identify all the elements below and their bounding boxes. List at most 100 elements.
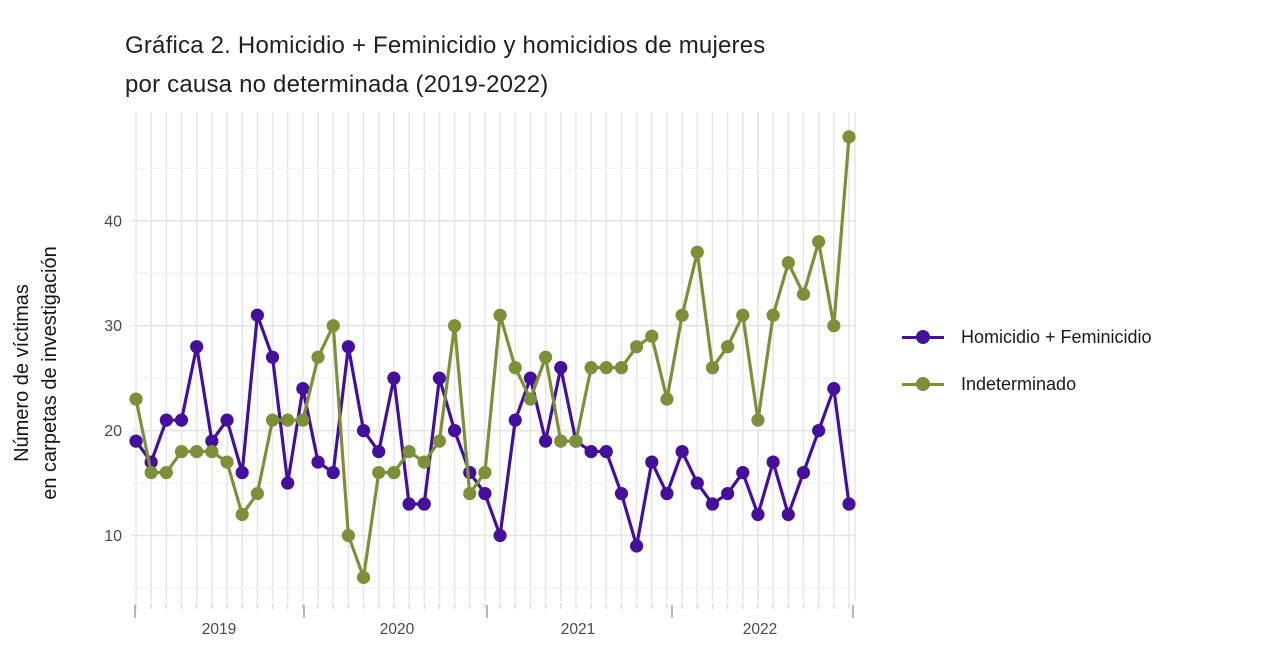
y-tick-label: 40 [104, 213, 122, 230]
legend-dot-swatch [916, 377, 930, 391]
data-point [493, 528, 507, 543]
y-axis-label: Número de víctimas en carpetas de invest… [8, 213, 66, 533]
data-point [614, 486, 629, 501]
data-point [675, 444, 689, 459]
data-point [174, 413, 189, 427]
data-point [781, 507, 795, 522]
y-axis-label-line2: en carpetas de investigación [39, 246, 61, 500]
data-point [751, 507, 765, 522]
data-point [751, 413, 765, 427]
data-point [630, 340, 644, 354]
data-point [159, 413, 173, 427]
legend-item-indeterminado: Indeterminado [902, 369, 1152, 399]
data-point [796, 287, 811, 301]
data-point [356, 570, 371, 585]
legend-item-homicidio: Homicidio + Feminicidio [902, 322, 1152, 352]
data-point [523, 392, 538, 406]
data-point [736, 465, 750, 480]
data-point [129, 392, 143, 406]
data-point [705, 497, 720, 511]
data-point [478, 465, 492, 480]
chart-title-line1: Gráfica 2. Homicidio + Feminicidio y hom… [125, 32, 766, 59]
data-point [508, 413, 522, 427]
data-point [174, 444, 189, 459]
data-point [523, 371, 538, 385]
x-year-label: 2020 [380, 621, 415, 638]
data-point [721, 340, 735, 354]
legend-line-dot-icon [902, 377, 944, 391]
legend-line-dot-icon [902, 330, 944, 344]
data-point [645, 329, 659, 343]
data-point [205, 444, 219, 459]
chart-legend: Homicidio + Feminicidio Indeterminado [902, 322, 1152, 416]
data-point [311, 350, 325, 364]
data-point [842, 497, 856, 511]
data-point [372, 444, 386, 459]
data-point [372, 465, 386, 480]
chart-title-line2: por causa no determinada (2019-2022) [125, 71, 549, 98]
data-point [356, 424, 371, 438]
data-point [281, 413, 295, 427]
data-point [614, 361, 629, 375]
x-year-label: 2019 [202, 621, 236, 638]
data-point [842, 130, 856, 144]
y-tick-label: 20 [104, 423, 122, 440]
data-point [296, 382, 310, 396]
data-point [827, 319, 841, 333]
data-point [190, 444, 204, 459]
y-axis-label-line1: Número de víctimas [11, 284, 33, 462]
data-point [660, 392, 674, 406]
data-point [493, 308, 507, 322]
data-point [584, 361, 598, 375]
data-point [645, 455, 659, 469]
data-point [159, 465, 173, 480]
data-point [796, 465, 811, 480]
data-point [402, 497, 416, 511]
data-point [675, 308, 689, 322]
data-point [690, 245, 704, 259]
data-point [220, 455, 234, 469]
data-point [721, 486, 735, 501]
data-point [235, 507, 249, 522]
data-point [599, 361, 613, 375]
chart-title: Gráfica 2. Homicidio + Feminicidio y hom… [125, 26, 766, 104]
data-point [326, 319, 340, 333]
data-point [250, 308, 264, 322]
data-point [554, 361, 568, 375]
data-point [417, 497, 431, 511]
data-point [705, 361, 720, 375]
legend-dot-swatch [916, 330, 930, 344]
data-point [447, 424, 462, 438]
data-point [599, 444, 613, 459]
data-point [508, 361, 522, 375]
y-tick-label: 30 [104, 318, 122, 335]
data-point [220, 413, 234, 427]
data-point [766, 455, 780, 469]
data-point [265, 350, 280, 364]
data-point [766, 308, 780, 322]
data-point [205, 434, 219, 448]
data-point [387, 371, 401, 385]
x-year-label: 2022 [743, 621, 777, 638]
data-point [265, 413, 280, 427]
data-point [812, 424, 826, 438]
data-point [341, 340, 355, 354]
data-point [326, 465, 340, 480]
data-point [311, 455, 325, 469]
data-point [569, 434, 583, 448]
data-point [402, 444, 416, 459]
data-point [554, 434, 568, 448]
data-point [690, 476, 704, 490]
data-point [630, 539, 644, 553]
data-point [432, 434, 447, 448]
legend-label: Homicidio + Feminicidio [961, 326, 1152, 347]
legend-label: Indeterminado [961, 373, 1077, 394]
data-point [341, 528, 355, 543]
x-year-label: 2021 [561, 621, 595, 638]
data-point [129, 434, 143, 448]
data-point [463, 486, 477, 501]
data-point [781, 256, 795, 270]
data-point [417, 455, 431, 469]
